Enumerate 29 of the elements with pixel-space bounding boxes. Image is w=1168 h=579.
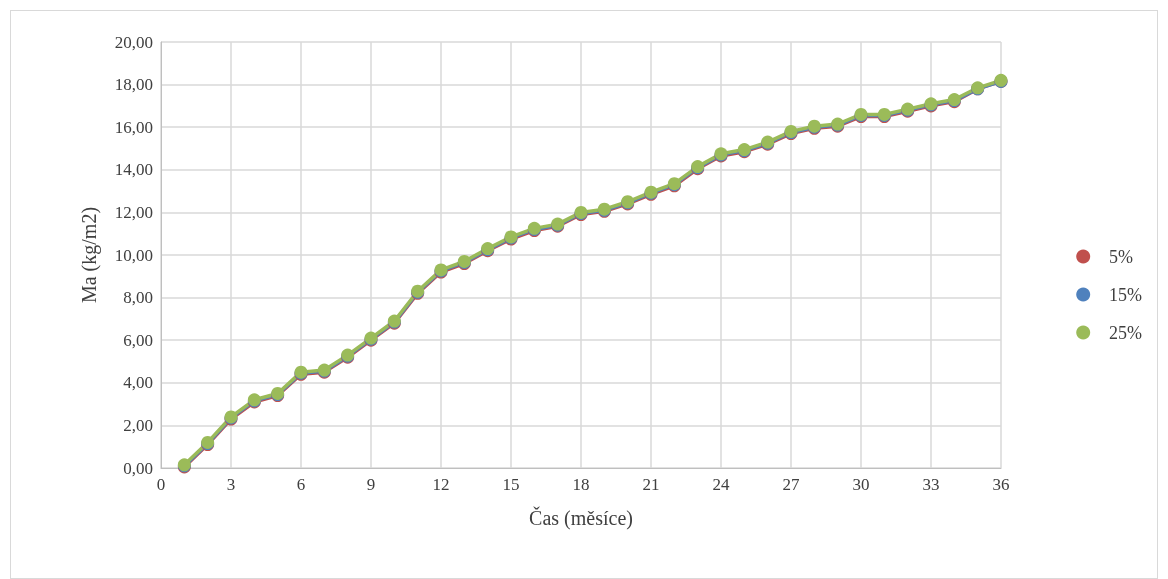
y-tick-label: 4,00	[123, 373, 153, 393]
y-tick-label: 14,00	[114, 160, 153, 180]
y-axis-title: Ma (kg/m2)	[78, 206, 101, 304]
x-tick-label: 3	[226, 475, 236, 494]
y-tick-label: 8,00	[123, 288, 153, 308]
x-tick-label: 27	[782, 475, 800, 494]
y-tick-label: 16,00	[114, 117, 153, 137]
x-tick-label: 18	[572, 475, 590, 494]
x-tick-label: 30	[852, 475, 870, 494]
y-tick-label: 18,00	[114, 75, 153, 95]
x-tick-label: 24	[712, 475, 730, 494]
x-tick-label: 6	[296, 475, 306, 494]
legend-label: 15%	[1109, 284, 1143, 305]
x-tick-label: 21	[642, 475, 660, 494]
legend-label: 25%	[1109, 322, 1143, 343]
y-tick-label: 6,00	[123, 330, 153, 350]
legend-label: 5%	[1109, 246, 1134, 267]
x-tick-label: 36	[992, 475, 1010, 494]
y-tick-label: 0,00	[123, 458, 153, 478]
y-tick-label: 12,00	[114, 202, 153, 222]
x-tick-label: 9	[366, 475, 376, 494]
y-tick-label: 10,00	[114, 245, 153, 265]
x-tick-label: 0	[156, 475, 166, 494]
y-tick-label: 20,00	[114, 32, 153, 52]
x-tick-label: 12	[432, 475, 450, 494]
x-axis-title: Čas (měsíce)	[529, 506, 633, 530]
x-tick-label: 33	[922, 475, 940, 494]
x-tick-label: 15	[502, 475, 520, 494]
y-tick-label: 2,00	[123, 415, 153, 435]
